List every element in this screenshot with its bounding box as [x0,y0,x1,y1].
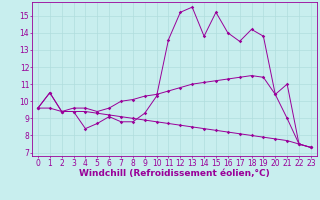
X-axis label: Windchill (Refroidissement éolien,°C): Windchill (Refroidissement éolien,°C) [79,169,270,178]
